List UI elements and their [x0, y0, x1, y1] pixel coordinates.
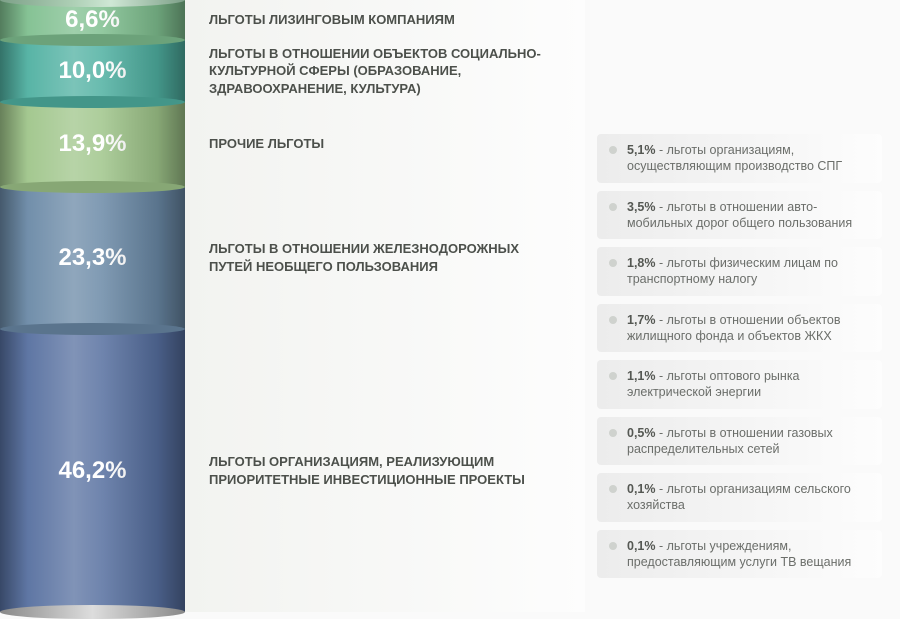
segment-percent: 10,0% [58, 57, 126, 85]
breakdown-item: 1,1% - льготы оптового рынка электрическ… [597, 360, 882, 409]
breakdown-desc: льготы организациям сельского хозяйства [627, 482, 851, 512]
breakdown-text: 1,1% - льготы оптового рынка электрическ… [627, 368, 872, 401]
segment-percent: 23,3% [58, 244, 126, 272]
segment-percent: 46,2% [58, 457, 126, 485]
breakdown-text: 1,8% - льготы физическим лицам по трансп… [627, 255, 872, 288]
breakdown-desc: льготы в отношении авто-мобильных дорог … [627, 200, 852, 230]
breakdown-item: 5,1% - льготы организациям, осуществляющ… [597, 134, 882, 183]
breakdown-text: 0,1% - льготы организациям сельского хоз… [627, 481, 872, 514]
bullet-icon [609, 259, 617, 267]
segment-label-row: ЛЬГОТЫ В ОТНОШЕНИИ ЖЕЛЕЗНОДОРОЖНЫХ ПУТЕЙ… [185, 187, 585, 330]
breakdown-item: 0,1% - льготы учреждениям, предоставляющ… [597, 530, 882, 579]
bullet-icon [609, 542, 617, 550]
breakdown-text: 3,5% - льготы в отношении авто-мобильных… [627, 199, 872, 232]
breakdown-desc: льготы в отношении объектов жилищного фо… [627, 313, 841, 343]
breakdown-percent: 1,1% [627, 369, 656, 383]
breakdown-percent: 0,1% [627, 539, 656, 553]
breakdown-percent: 3,5% [627, 200, 656, 214]
breakdown-item: 3,5% - льготы в отношении авто-мобильных… [597, 191, 882, 240]
segment-divider-ellipse [0, 96, 185, 108]
bullet-icon [609, 372, 617, 380]
breakdown-desc: льготы в отношении газовых распределител… [627, 426, 833, 456]
segment-label-row: ЛЬГОТЫ В ОТНОШЕНИИ ОБЪЕКТОВ СОЦИАЛЬНО-КУ… [185, 40, 585, 101]
breakdown-item: 1,8% - льготы физическим лицам по трансп… [597, 247, 882, 296]
breakdown-percent: 1,8% [627, 256, 656, 270]
segment-label-text: ЛЬГОТЫ В ОТНОШЕНИИ ОБЪЕКТОВ СОЦИАЛЬНО-КУ… [209, 45, 565, 98]
breakdown-desc: льготы учреждениям, предоставляющим услу… [627, 539, 851, 569]
segment-percent: 6,6% [65, 6, 120, 34]
segment-label-text: ЛЬГОТЫ В ОТНОШЕНИИ ЖЕЛЕЗНОДОРОЖНЫХ ПУТЕЙ… [209, 240, 565, 275]
segment-label-row: ЛЬГОТЫ ЛИЗИНГОВЫМ КОМПАНИЯМ [185, 0, 585, 40]
breakdown-item: 1,7% - льготы в отношении объектов жилищ… [597, 304, 882, 353]
bullet-icon [609, 485, 617, 493]
breakdown-text: 0,1% - льготы учреждениям, предоставляющ… [627, 538, 872, 571]
segment-label-text: ЛЬГОТЫ ЛИЗИНГОВЫМ КОМПАНИЯМ [209, 11, 455, 29]
segment-label-text: ПРОЧИЕ ЛЬГОТЫ [209, 135, 324, 153]
breakdown-percent: 5,1% [627, 143, 656, 157]
breakdown-desc: льготы физическим лицам по транспортному… [627, 256, 838, 286]
segment-labels: ЛЬГОТЫ ЛИЗИНГОВЫМ КОМПАНИЯМ ЛЬГОТЫ В ОТНО… [185, 0, 585, 612]
bullet-icon [609, 316, 617, 324]
cylinder-segment: 23,3% [0, 187, 185, 330]
infographic-root: 6,6% 10,0% 13,9% 23,3% 46,2% ЛЬГОТЫ ЛИЗИНГОВ… [0, 0, 900, 612]
bullet-icon [609, 146, 617, 154]
cylinder-cap-bottom [0, 605, 185, 619]
breakdown-percent: 0,1% [627, 482, 656, 496]
segment-label-text: ЛЬГОТЫ ОРГАНИЗАЦИЯМ, РЕАЛИЗУЮЩИМ ПРИОРИТ… [209, 453, 565, 488]
segment-divider-ellipse [0, 181, 185, 193]
bullet-icon [609, 429, 617, 437]
breakdown-text: 0,5% - льготы в отношении газовых распре… [627, 425, 872, 458]
segment-percent: 13,9% [58, 130, 126, 158]
segment-label-row: ЛЬГОТЫ ОРГАНИЗАЦИЯМ, РЕАЛИЗУЮЩИМ ПРИОРИТ… [185, 329, 585, 612]
cylinder-segment: 13,9% [0, 102, 185, 187]
cylinder-segment: 10,0% [0, 40, 185, 101]
breakdown-panel: 5,1% - льготы организациям, осуществляющ… [585, 0, 900, 612]
breakdown-text: 1,7% - льготы в отношении объектов жилищ… [627, 312, 872, 345]
cylinder-segment: 46,2% [0, 329, 185, 612]
breakdown-text: 5,1% - льготы организациям, осуществляющ… [627, 142, 872, 175]
breakdown-desc: льготы организациям, осуществляющим прои… [627, 143, 842, 173]
stacked-cylinder: 6,6% 10,0% 13,9% 23,3% 46,2% [0, 0, 185, 612]
bullet-icon [609, 203, 617, 211]
breakdown-item: 0,5% - льготы в отношении газовых распре… [597, 417, 882, 466]
breakdown-item: 0,1% - льготы организациям сельского хоз… [597, 473, 882, 522]
breakdown-percent: 0,5% [627, 426, 656, 440]
segment-label-row: ПРОЧИЕ ЛЬГОТЫ [185, 102, 585, 187]
breakdown-percent: 1,7% [627, 313, 656, 327]
